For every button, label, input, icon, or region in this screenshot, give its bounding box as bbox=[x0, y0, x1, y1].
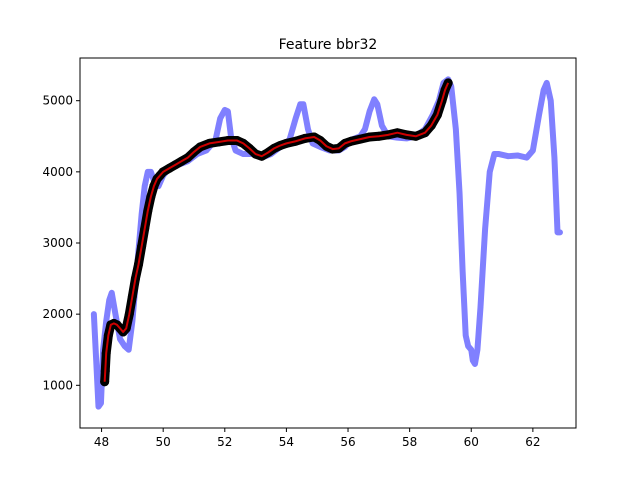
y-tick-label: 1000 bbox=[42, 378, 73, 392]
series-line-fit bbox=[103, 82, 450, 382]
x-tick-label: 48 bbox=[94, 435, 109, 449]
x-tick-label: 56 bbox=[340, 435, 355, 449]
y-tick-label: 2000 bbox=[42, 307, 73, 321]
y-tick-label: 3000 bbox=[42, 236, 73, 250]
x-tick-label: 50 bbox=[156, 435, 171, 449]
y-tick-label: 5000 bbox=[42, 94, 73, 108]
series-layer bbox=[90, 76, 563, 410]
x-tick-label: 62 bbox=[525, 435, 540, 449]
x-tick-label: 60 bbox=[464, 435, 479, 449]
chart-title: Feature bbr32 bbox=[279, 37, 378, 53]
x-tick-label: 54 bbox=[279, 435, 294, 449]
x-tick-label: 52 bbox=[217, 435, 232, 449]
y-axis: 1000 2000 3000 4000 5000 bbox=[42, 94, 80, 392]
y-tick-label: 4000 bbox=[42, 165, 73, 179]
x-tick-label: 58 bbox=[402, 435, 417, 449]
x-axis: 48 50 52 54 56 58 60 62 bbox=[94, 428, 541, 449]
